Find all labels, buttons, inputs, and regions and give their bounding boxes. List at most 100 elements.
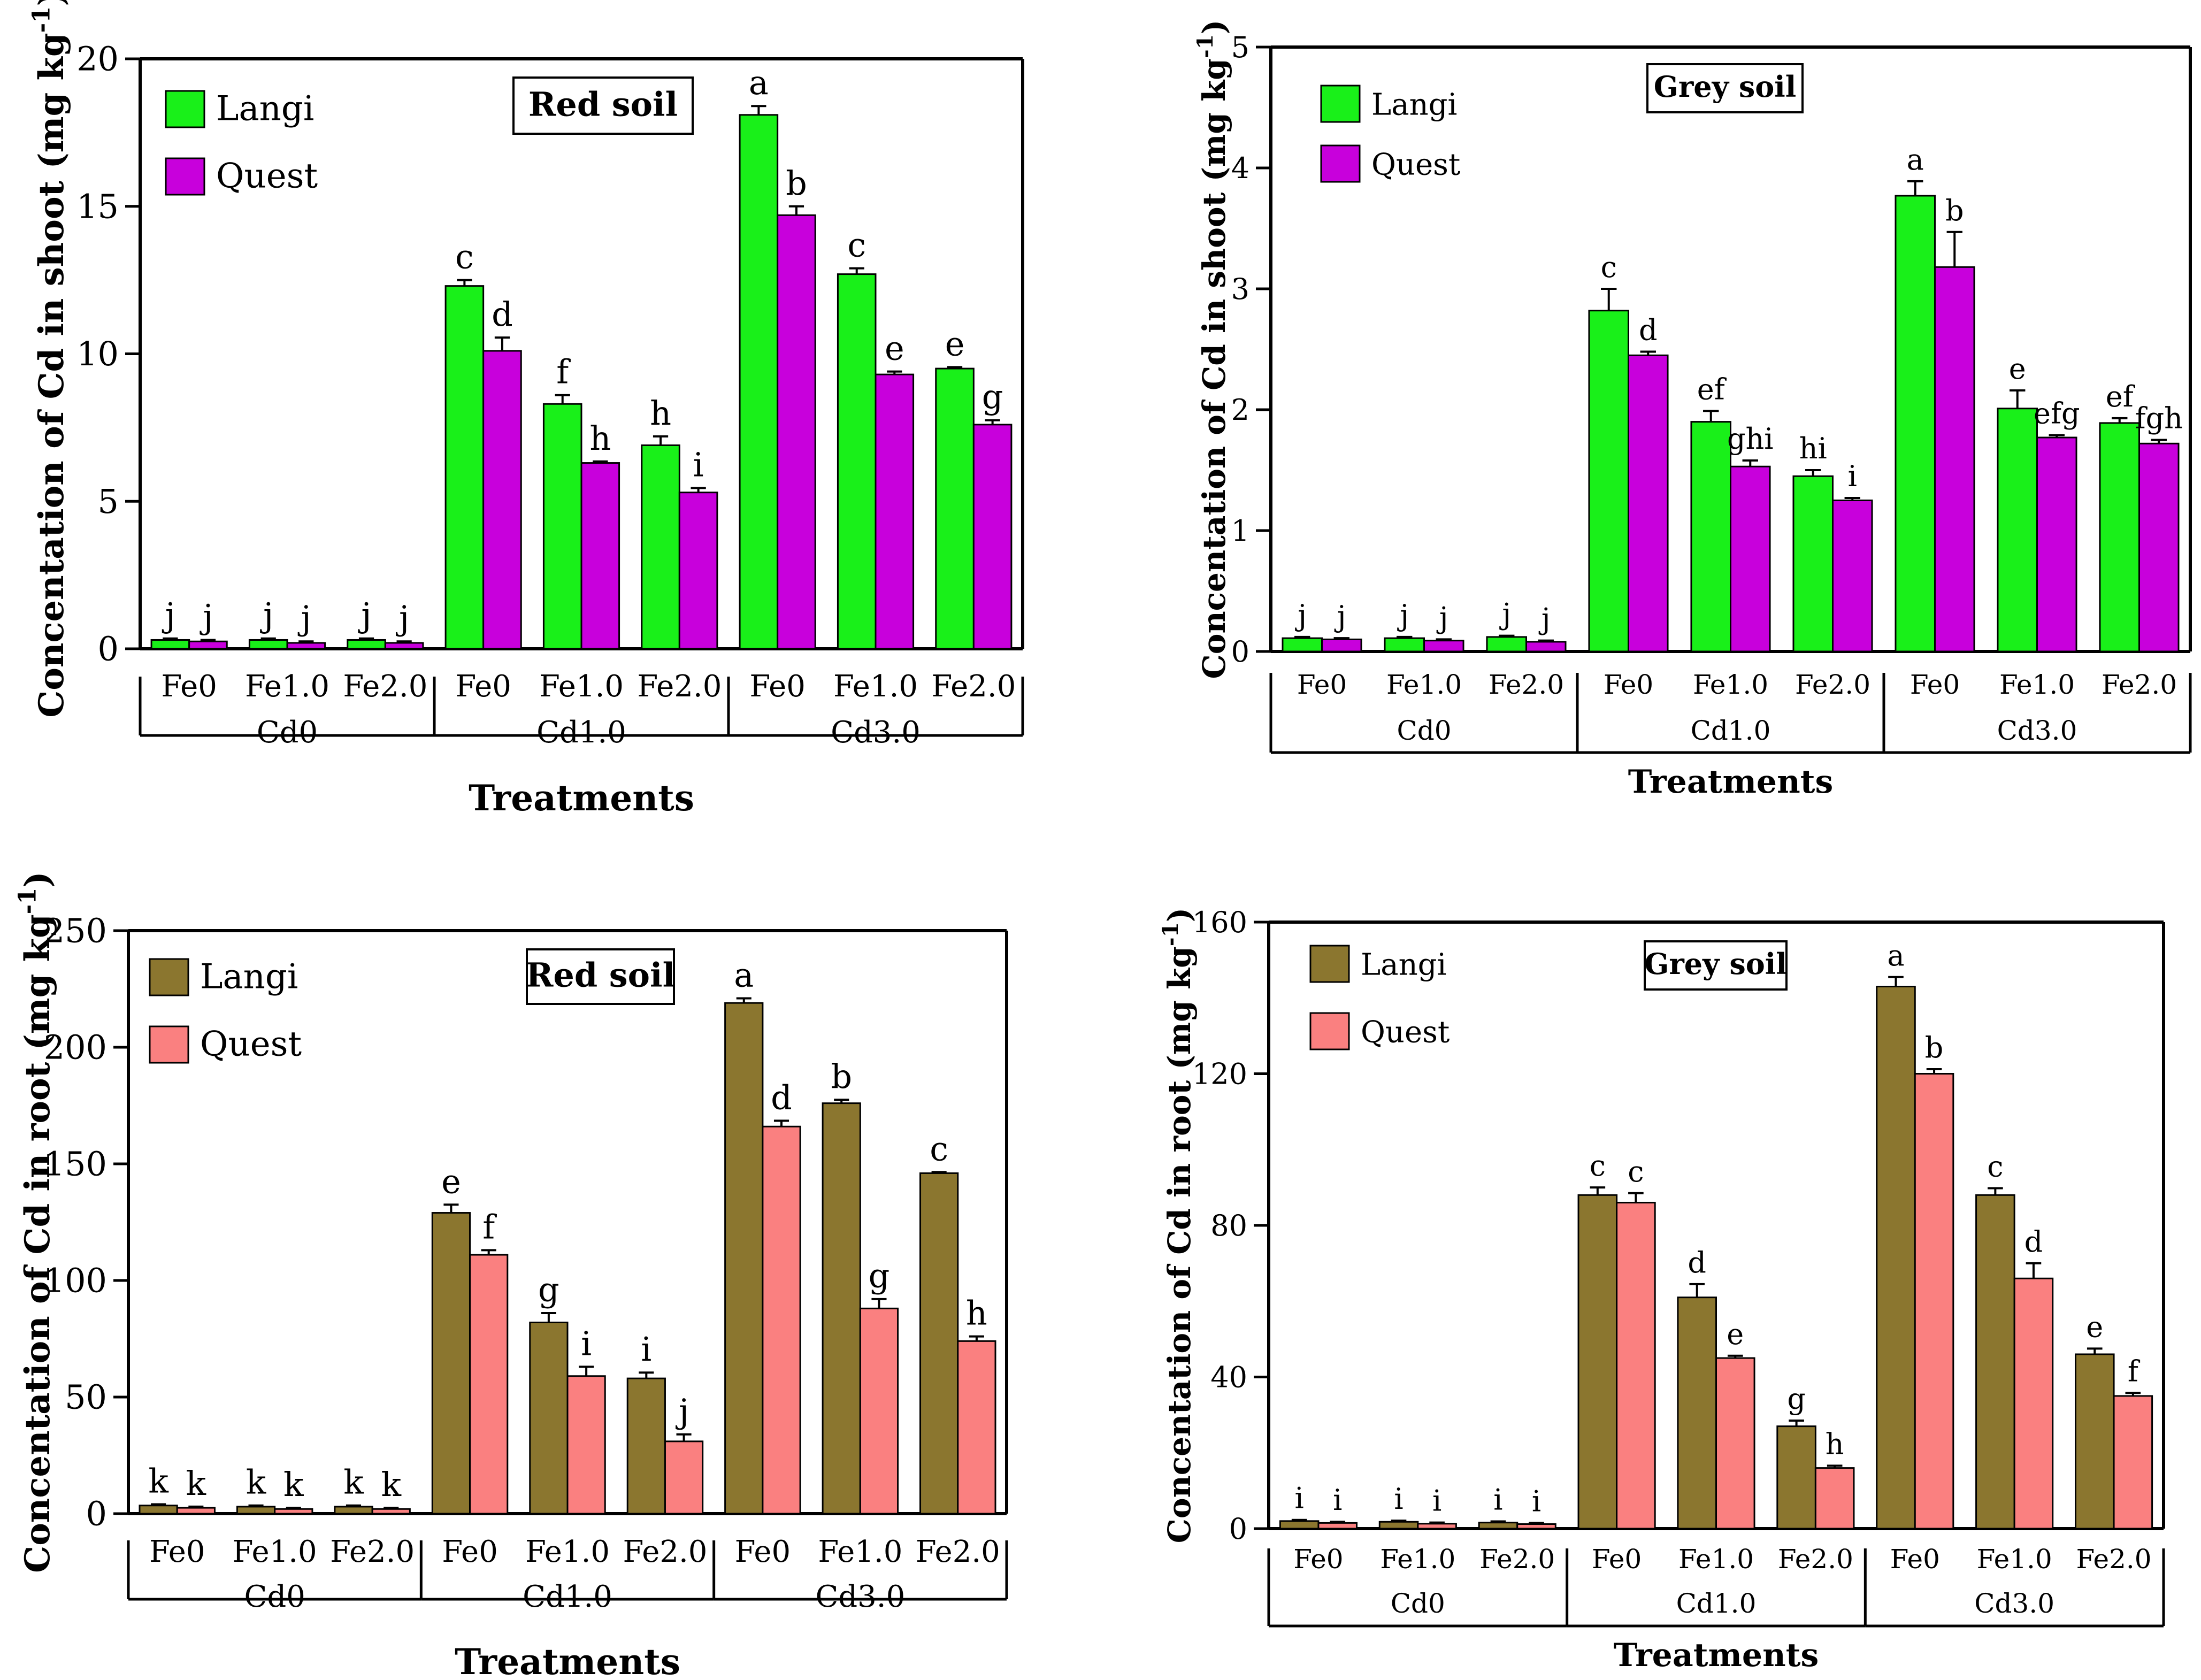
significance-letter: b xyxy=(831,1057,852,1096)
significance-letter: i xyxy=(1493,1483,1502,1517)
bar-quest xyxy=(1317,1522,1358,1530)
y-tick-label: 0 xyxy=(1229,1512,1247,1546)
bar-quest xyxy=(1423,640,1464,653)
bar-quest xyxy=(274,1508,313,1515)
significance-letter: h xyxy=(966,1294,987,1333)
bar-quest xyxy=(1525,641,1567,653)
category-label: Fe2.0 xyxy=(2076,1544,2152,1575)
bar-langi xyxy=(1282,637,1323,653)
y-tick-label: 80 xyxy=(1210,1209,1247,1242)
significance-letter: b xyxy=(1945,194,1964,227)
y-tick-label: 1 xyxy=(1231,514,1249,548)
y-axis-label-main: Concentation of Cd in shoot (mg kg xyxy=(32,33,72,717)
bar-quest xyxy=(859,1307,899,1515)
legend-label: Langi xyxy=(1361,947,1446,982)
y-tick-label: 15 xyxy=(76,187,119,226)
bar-quest xyxy=(384,642,424,650)
legend-label: Quest xyxy=(1361,1015,1450,1049)
group-label: Cd0 xyxy=(244,1579,305,1614)
category-label: Fe2.0 xyxy=(2102,669,2177,700)
group-label: Cd0 xyxy=(1397,715,1451,746)
category-label: Fe2.0 xyxy=(637,669,722,704)
legend-label: Langi xyxy=(1371,87,1457,122)
bar-quest xyxy=(1321,638,1362,653)
bar-quest xyxy=(1417,1523,1457,1530)
bar-langi xyxy=(1279,1520,1320,1530)
bar-langi xyxy=(1486,636,1528,653)
legend-swatch-quest xyxy=(1320,144,1361,183)
bar-langi xyxy=(1690,421,1732,653)
category-label: Fe2.0 xyxy=(343,669,427,704)
significance-letter: i xyxy=(1333,1483,1342,1517)
bar-langi xyxy=(2099,422,2141,653)
significance-letter: b xyxy=(1925,1031,1944,1064)
title-box xyxy=(1644,940,1788,991)
significance-letter: c xyxy=(1601,250,1617,284)
y-tick-label: 0 xyxy=(86,1494,107,1533)
y-axis-label-sup: -1 xyxy=(1157,922,1183,946)
significance-letter: i xyxy=(1848,459,1857,493)
category-label: Fe0 xyxy=(1604,669,1653,700)
bar-langi xyxy=(1588,310,1630,653)
legend-swatch-quest xyxy=(1309,1012,1350,1050)
y-axis-label-main: Concentation of Cd in root (mg kg xyxy=(18,914,58,1572)
bar-quest xyxy=(482,350,522,650)
significance-letter: j xyxy=(1294,599,1307,632)
category-label: Fe1.0 xyxy=(1977,1544,2052,1575)
y-tick-label: 5 xyxy=(98,482,119,521)
bar-langi xyxy=(822,1102,861,1515)
y-axis-label-main: Concentation of Cd in root (mg kg xyxy=(1161,946,1198,1543)
significance-letter: j xyxy=(298,599,311,638)
x-axis-title: Treatments xyxy=(1614,1637,1819,1674)
group-label: Cd3.0 xyxy=(815,1579,905,1614)
group-label: Cd3.0 xyxy=(831,715,921,750)
legend-label: Langi xyxy=(216,89,314,128)
category-label: Fe0 xyxy=(455,669,511,704)
bar-quest xyxy=(1715,1357,1755,1530)
bar-langi xyxy=(724,1002,764,1515)
bar-langi xyxy=(1776,1425,1816,1530)
y-tick-label: 150 xyxy=(44,1145,107,1184)
category-label: Fe2.0 xyxy=(916,1535,1000,1569)
significance-letter: c xyxy=(1590,1149,1606,1183)
bar-langi xyxy=(1577,1194,1618,1530)
bar-langi xyxy=(431,1212,471,1515)
category-label: Fe2.0 xyxy=(1795,669,1870,700)
category-label: Fe1.0 xyxy=(525,1535,610,1569)
y-axis-label-tail: ) xyxy=(1161,908,1198,922)
bar-quest xyxy=(762,1125,801,1515)
bar-langi xyxy=(542,403,582,650)
significance-letter: h xyxy=(1826,1427,1844,1461)
y-tick-label: 50 xyxy=(65,1378,107,1417)
significance-letter: j xyxy=(396,599,409,638)
y-tick-label: 10 xyxy=(76,334,119,373)
bar-quest xyxy=(2013,1277,2054,1530)
y-axis-label-tail: ) xyxy=(32,0,72,6)
category-label: Fe0 xyxy=(1297,669,1347,700)
significance-letter: j xyxy=(260,596,273,635)
y-tick-label: 250 xyxy=(44,911,107,950)
legend-swatch-langi xyxy=(1309,945,1350,983)
bar-quest xyxy=(1832,500,1873,653)
legend-swatch-langi xyxy=(1320,85,1361,123)
bar-quest xyxy=(678,492,718,650)
bar-quest xyxy=(875,373,915,650)
significance-letter: k xyxy=(381,1465,401,1504)
x-axis-title: Treatments xyxy=(469,777,694,819)
significance-letter: i xyxy=(641,1330,651,1369)
y-axis-label-sup: -1 xyxy=(13,888,41,915)
bar-quest xyxy=(580,462,620,650)
y-tick-label: 200 xyxy=(44,1028,107,1067)
bar-quest xyxy=(469,1254,509,1515)
category-label: Fe0 xyxy=(1592,1544,1642,1575)
legend-swatch-quest xyxy=(165,157,205,196)
group-label: Cd0 xyxy=(257,715,318,750)
significance-letter: c xyxy=(930,1129,948,1168)
legend-label: Langi xyxy=(200,957,298,996)
y-tick-label: 120 xyxy=(1192,1057,1247,1091)
significance-letter: f xyxy=(482,1207,497,1246)
bar-langi xyxy=(1378,1521,1419,1530)
category-label: Fe2.0 xyxy=(931,669,1016,704)
